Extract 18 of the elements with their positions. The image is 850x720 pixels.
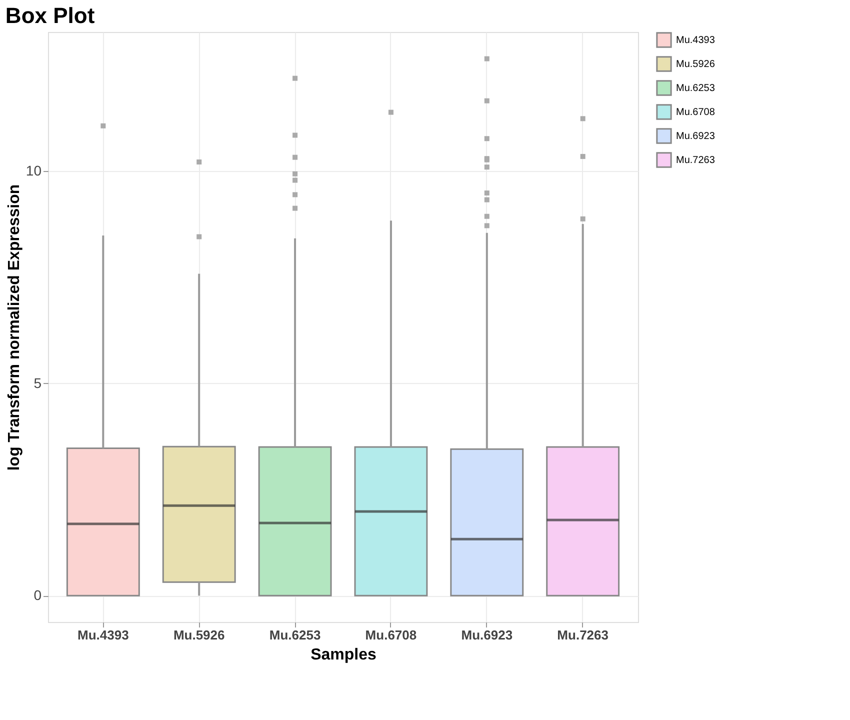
x-tick-label: Mu.6923 [461, 628, 513, 642]
y-tick-label: 5 [34, 374, 42, 391]
y-tick-label: 0 [34, 587, 42, 604]
x-tick-label: Mu.6708 [365, 628, 417, 642]
legend-label: Mu.4393 [676, 35, 716, 46]
legend-label: Mu.5926 [676, 59, 716, 70]
x-axis-title: Samples [310, 646, 377, 664]
x-tick-label: Mu.6253 [269, 628, 321, 642]
legend-label: Mu.7263 [676, 155, 716, 166]
legend-label: Mu.6253 [676, 83, 716, 94]
chart-title: Box Plot [5, 3, 96, 28]
y-axis-title: log Transform normalized Expression [6, 184, 23, 471]
x-tick-label: Mu.4393 [78, 628, 129, 642]
legend-label: Mu.6708 [676, 107, 716, 118]
legend-label: Mu.6923 [676, 131, 716, 142]
x-tick-label: Mu.5926 [173, 628, 225, 642]
x-tick-label: Mu.7263 [557, 628, 608, 642]
y-tick-label: 10 [26, 162, 42, 178]
